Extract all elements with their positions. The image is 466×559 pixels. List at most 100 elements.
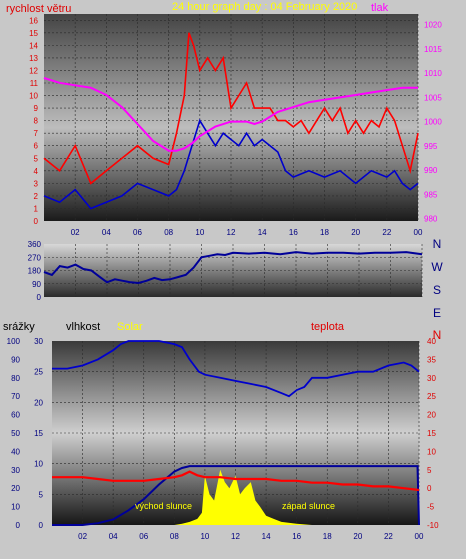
chart-title: 24 hour graph day : 04 February 2020 [172, 1, 357, 13]
wind-speed-tick-label: 0 [34, 217, 39, 226]
pressure-tick-label: 1005 [424, 93, 442, 102]
chart3-hour-tick-label: 22 [384, 532, 393, 541]
chart1-series [43, 32, 419, 210]
chart1-hour-tick-label: 16 [289, 228, 298, 237]
direction-tick-label: 270 [28, 253, 42, 262]
wind-direction-line [43, 251, 423, 285]
pressure-axis-title: tlak [371, 2, 389, 14]
wind-speed-tick-label: 16 [29, 16, 38, 25]
wind-speed-tick-label: 1 [34, 204, 39, 213]
direction-tick-label: 360 [28, 240, 42, 249]
chart1-hour-tick-label: 06 [133, 228, 142, 237]
chart2-series [43, 251, 423, 285]
compass-direction-label: S [433, 283, 441, 297]
sunset-annotation: západ slunce [282, 501, 335, 511]
humidity-tick-label: 15 [34, 429, 43, 438]
precipitation-tick-label: 70 [11, 392, 20, 401]
chart3-temperature-ticks: -10 -5 0 5 10 15 20 25 30 35 40 [427, 337, 439, 530]
temperature-tick-label: 30 [427, 374, 436, 383]
wind-gust-line [43, 32, 419, 185]
pressure-tick-label: 1015 [424, 45, 442, 54]
chart3-hour-tick-label: 18 [323, 532, 332, 541]
humidity-axis-title: vlhkost [66, 321, 100, 333]
chart1-hour-tick-label: 20 [351, 228, 360, 237]
pressure-line [43, 77, 418, 152]
pressure-tick-label: 980 [424, 215, 438, 224]
temperature-tick-label: 5 [427, 466, 432, 475]
solar-axis-title: Solar [117, 321, 143, 333]
chart1-hour-tick-label: 02 [71, 228, 80, 237]
wind-speed-tick-label: 4 [34, 167, 39, 176]
chart1-hour-tick-label: 18 [320, 228, 329, 237]
wind-speed-tick-label: 14 [29, 41, 38, 50]
wind-speed-tick-label: 11 [30, 79, 39, 88]
precipitation-tick-label: 40 [11, 447, 20, 456]
chart1-hour-tick-label: 04 [102, 228, 111, 237]
humidity-tick-label: 10 [34, 460, 43, 469]
precipitation-tick-label: 50 [11, 429, 20, 438]
precipitation-tick-label: 0 [16, 521, 21, 530]
pressure-tick-label: 985 [424, 190, 438, 199]
pressure-tick-label: 995 [424, 142, 438, 151]
chart1-grid [44, 14, 419, 221]
chart1-hour-tick-label: 00 [414, 228, 423, 237]
pressure-tick-label: 1010 [424, 69, 442, 78]
chart3-hour-tick-label: 20 [353, 532, 362, 541]
chart3-x-ticks: 02 04 06 08 10 12 14 16 18 20 22 00 [78, 532, 424, 541]
wind-speed-tick-label: 8 [34, 117, 39, 126]
humidity-tick-label: 25 [34, 368, 43, 377]
chart3-hour-tick-label: 08 [170, 532, 179, 541]
wind-speed-tick-label: 7 [34, 129, 39, 138]
wind-speed-tick-label: 3 [34, 179, 39, 188]
precipitation-tick-label: 80 [11, 374, 20, 383]
chart3-hour-tick-label: 14 [262, 532, 271, 541]
temperature-tick-label: 20 [427, 411, 436, 420]
temperature-tick-label: -10 [427, 521, 439, 530]
chart1-hour-tick-label: 22 [382, 228, 391, 237]
chart3-hour-tick-label: 02 [78, 532, 87, 541]
temperature-axis-title: teplota [311, 321, 345, 333]
humidity-tick-label: 0 [39, 521, 44, 530]
pressure-tick-label: 1000 [424, 118, 442, 127]
direction-tick-label: 0 [37, 293, 42, 302]
direction-tick-label: 90 [32, 280, 41, 289]
chart3-hour-tick-label: 12 [231, 532, 240, 541]
precipitation-tick-label: 90 [11, 355, 20, 364]
wind-speed-tick-label: 6 [34, 142, 39, 151]
temperature-tick-label: 10 [427, 447, 436, 456]
wind-speed-tick-label: 13 [29, 54, 38, 63]
solar-radiation-area [174, 469, 312, 525]
temperature-tick-label: -5 [427, 503, 435, 512]
chart1-plot-background [44, 14, 418, 221]
chart1-x-ticks: 02 04 06 08 10 12 14 16 18 20 22 00 [71, 228, 423, 237]
compass-direction-label: W [431, 260, 443, 274]
pressure-tick-label: 990 [424, 166, 438, 175]
chart3-hour-tick-label: 00 [415, 532, 424, 541]
temperature-tick-label: 35 [427, 355, 436, 364]
temperature-line [52, 470, 420, 492]
chart3-hour-tick-label: 04 [109, 532, 118, 541]
precipitation-tick-label: 60 [11, 411, 20, 420]
chart3-humidity-ticks: 0 5 10 15 20 25 30 [34, 337, 43, 530]
chart2-y-ticks: 0 90 180 270 360 [28, 240, 42, 302]
compass-direction-label: N [433, 237, 442, 251]
wind-speed-tick-label: 2 [34, 192, 39, 201]
compass-direction-label: E [433, 306, 441, 320]
humidity-line [52, 340, 420, 398]
humidity-tick-label: 5 [39, 490, 44, 499]
temperature-tick-label: 15 [427, 429, 436, 438]
wind-speed-tick-label: 9 [34, 104, 39, 113]
chart3-hour-tick-label: 10 [200, 532, 209, 541]
precipitation-tick-label: 10 [11, 503, 20, 512]
wind-speed-tick-label: 10 [29, 92, 38, 101]
precipitation-axis-title: srážky [3, 321, 35, 333]
wind-speed-tick-label: 15 [29, 29, 38, 38]
chart1-hour-tick-label: 10 [195, 228, 204, 237]
chart1-hour-tick-label: 12 [227, 228, 236, 237]
